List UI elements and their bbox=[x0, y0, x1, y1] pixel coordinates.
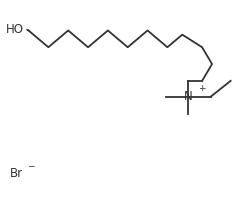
Text: Br: Br bbox=[10, 167, 23, 180]
Text: −: − bbox=[27, 161, 34, 171]
Text: N: N bbox=[184, 90, 193, 103]
Text: HO: HO bbox=[5, 23, 23, 36]
Text: +: + bbox=[198, 84, 206, 93]
